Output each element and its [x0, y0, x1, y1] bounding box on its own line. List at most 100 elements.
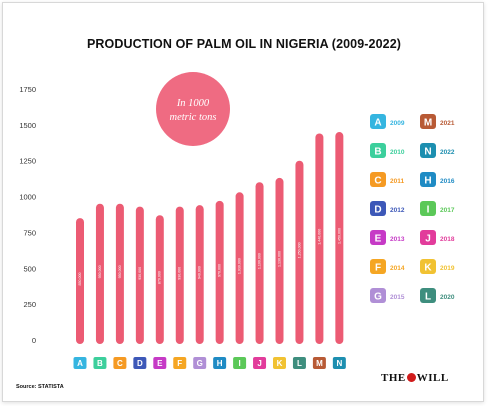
bar-value-label: 950,000 — [98, 265, 102, 278]
brand-logo: THE WILL — [381, 372, 449, 384]
legend-badge — [370, 143, 386, 158]
bar — [175, 206, 184, 344]
category-badge — [292, 357, 306, 369]
category-badge — [213, 357, 227, 369]
logo-text-right: WILL — [416, 372, 449, 384]
bar — [255, 182, 264, 344]
legend-year: 2018 — [440, 236, 455, 243]
bar-value-label: 1,030,000 — [238, 258, 242, 274]
bar-value-label: 1,100,000 — [258, 253, 262, 269]
unit-badge-text: metric tons — [170, 112, 217, 123]
legend-badge — [420, 259, 436, 274]
legend-year: 2012 — [390, 207, 405, 214]
category-label: G — [197, 359, 203, 368]
legend-badge — [370, 230, 386, 245]
y-tick-label: 250 — [23, 300, 36, 309]
legend-letter: N — [424, 147, 431, 158]
bar — [295, 160, 304, 344]
category-badge — [73, 357, 87, 369]
category-badge — [193, 357, 207, 369]
legend-letter: C — [374, 176, 381, 187]
bar-value-label: 1,450,000 — [337, 228, 341, 244]
legend-badge — [370, 288, 386, 303]
bar-value-label: 1,440,000 — [317, 229, 321, 245]
bar-value-label: 940,000 — [198, 266, 202, 279]
category-badge — [93, 357, 107, 369]
y-tick-label: 1750 — [19, 85, 36, 94]
category-badge — [312, 357, 326, 369]
legend-letter: D — [374, 205, 381, 216]
legend-badge — [370, 259, 386, 274]
legend-letter: I — [427, 205, 430, 216]
legend-year: 2011 — [390, 178, 404, 185]
category-label: B — [97, 359, 103, 368]
legend-year: 2020 — [440, 294, 455, 301]
bar-value-label: 1,250,000 — [297, 242, 301, 258]
category-label: K — [277, 359, 283, 368]
category-label: M — [316, 359, 323, 368]
category-label: H — [217, 359, 223, 368]
legend-year: 2009 — [390, 120, 405, 127]
category-badge — [332, 357, 346, 369]
bar — [76, 218, 84, 344]
legend-letter: K — [424, 263, 432, 274]
logo-mark-icon — [406, 373, 416, 382]
bar — [155, 215, 164, 344]
y-tick-label: 750 — [23, 228, 36, 237]
legend-year: 2015 — [390, 294, 405, 301]
logo-text-left: THE — [381, 372, 406, 384]
legend-letter: J — [425, 234, 431, 245]
legend-badge — [420, 143, 436, 158]
y-tick-label: 1250 — [19, 157, 36, 166]
bar-value-label: 1,130,000 — [277, 251, 281, 267]
category-label: L — [297, 359, 302, 368]
bar-value-label: 950,000 — [118, 265, 122, 278]
bar — [275, 177, 284, 344]
bar — [115, 203, 124, 344]
y-tick-label: 1000 — [19, 193, 36, 202]
bar — [215, 200, 224, 344]
category-badge — [133, 357, 147, 369]
y-tick-label: 500 — [23, 264, 36, 273]
legend-letter: M — [424, 118, 432, 129]
legend-badge — [370, 114, 386, 129]
legend-badge — [420, 201, 436, 216]
bar-value-label: 850,000 — [78, 273, 82, 286]
legend-year: 2017 — [440, 207, 455, 214]
category-label: D — [137, 359, 143, 368]
category-badge — [173, 357, 187, 369]
category-label: C — [117, 359, 123, 368]
chart-title: PRODUCTION OF PALM OIL IN NIGERIA (2009-… — [86, 37, 402, 51]
legend-year: 2010 — [390, 149, 405, 156]
legend-letter: A — [374, 118, 381, 129]
category-label: E — [157, 359, 163, 368]
legend-letter: B — [374, 147, 381, 158]
legend-letter: F — [375, 263, 381, 274]
category-label: A — [77, 359, 83, 368]
bar-value-label: 930,000 — [178, 267, 182, 280]
legend-year: 2016 — [440, 178, 455, 185]
category-badge — [273, 357, 286, 369]
legend-year: 2022 — [440, 149, 455, 156]
legend-badge — [370, 201, 386, 216]
legend-letter: H — [424, 176, 431, 187]
legend-badge — [370, 172, 386, 187]
bar — [335, 132, 344, 344]
bar-value-label: 970,000 — [218, 264, 222, 277]
legend-year: 2019 — [440, 265, 455, 272]
bar — [235, 192, 244, 344]
source-note: Source: STATISTA — [16, 384, 64, 390]
category-label: F — [177, 359, 182, 368]
legend-letter: G — [374, 292, 382, 303]
category-label: J — [257, 359, 261, 368]
unit-badge-text: In 1000 — [176, 98, 210, 109]
category-badge — [153, 357, 167, 369]
legend-letter: E — [375, 234, 382, 245]
category-label: I — [238, 359, 240, 368]
bar — [135, 206, 144, 344]
bar — [195, 205, 204, 344]
y-tick-label: 0 — [32, 336, 36, 345]
bar-value-label: 870,000 — [158, 271, 162, 284]
category-badge — [113, 357, 127, 369]
